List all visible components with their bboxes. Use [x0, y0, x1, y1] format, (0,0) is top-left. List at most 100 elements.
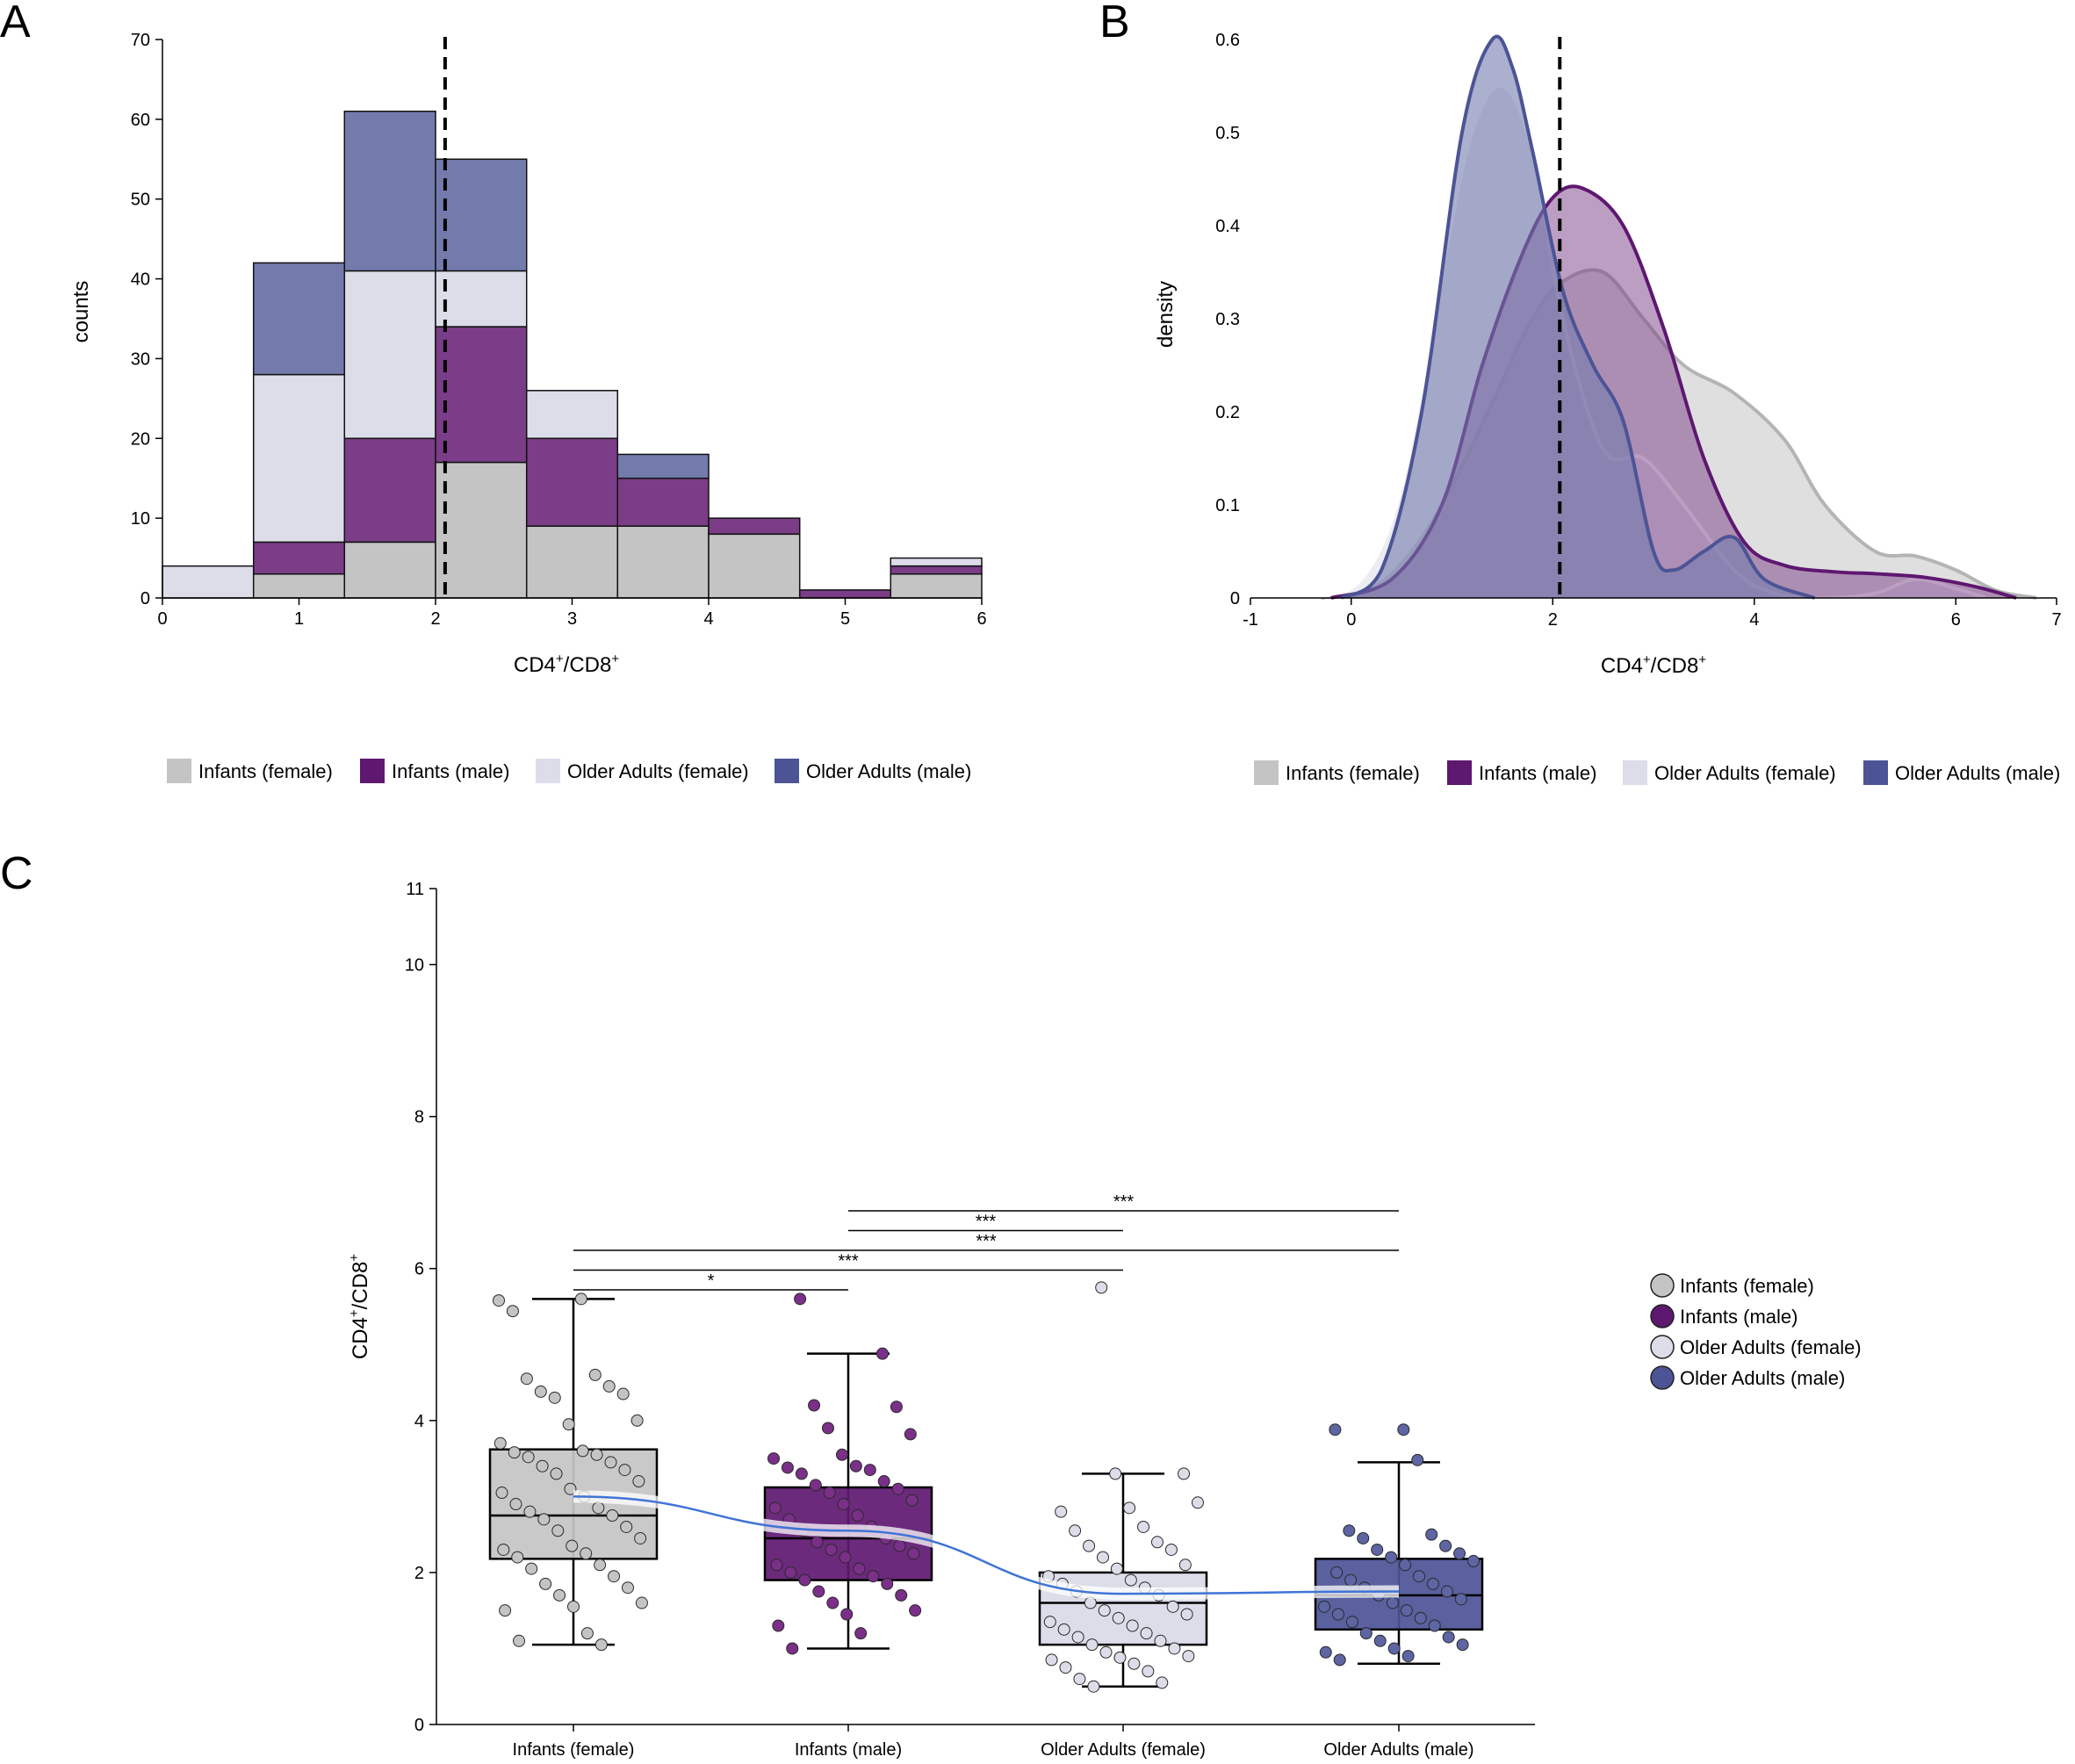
point-infants-male [809, 1479, 822, 1492]
x-tick-label: 4 [703, 609, 713, 629]
point-infants-female [494, 1436, 507, 1450]
point-older-adults-female [1071, 1631, 1084, 1644]
point-older-adults-male [1411, 1453, 1424, 1466]
point-infants-male [867, 1570, 880, 1583]
y-tick-label: 70 [131, 31, 150, 50]
x-tick-label: 3 [567, 609, 577, 629]
point-infants-male [811, 1536, 824, 1549]
bar-infants-female-bin-9 [890, 572, 983, 599]
x-axis-title: CD4+/CD8+ [514, 652, 619, 677]
point-older-adults-male [1345, 1616, 1358, 1629]
point-older-adults-male [1359, 1627, 1373, 1640]
point-infants-female [635, 1596, 648, 1609]
point-infants-female [580, 1627, 594, 1640]
point-older-adults-female [1110, 1562, 1123, 1575]
y-axis-title: counts [69, 281, 93, 343]
point-infants-female [497, 1543, 510, 1556]
point-older-adults-male [1425, 1528, 1438, 1541]
point-infants-male [837, 1498, 850, 1511]
point-older-adults-male [1385, 1551, 1398, 1564]
point-older-adults-female [1096, 1551, 1109, 1564]
point-older-adults-male [1453, 1547, 1466, 1560]
point-infants-male [904, 1428, 917, 1441]
point-older-adults-female [1166, 1600, 1179, 1613]
point-infants-female [548, 1391, 561, 1404]
point-infants-male [823, 1487, 836, 1500]
point-infants-male [786, 1642, 799, 1655]
point-infants-female [608, 1570, 621, 1583]
point-infants-female [588, 1368, 602, 1381]
legend-marker-older-adults-male [1650, 1365, 1675, 1390]
point-infants-female [567, 1600, 580, 1613]
point-older-adults-female [1142, 1665, 1155, 1678]
y-axis-ticks: 0 2 4 6 8 10 11 [405, 880, 436, 1735]
y-tick-label: 0.2 [1215, 403, 1240, 422]
y-tick-label: 0.1 [1215, 496, 1240, 515]
bar-infants-male-bin-5 [525, 437, 619, 527]
legend-label-older-adults-female: Older Adults (female) [567, 760, 749, 782]
histogram-bars [162, 111, 983, 599]
point-older-adults-female [1057, 1623, 1070, 1636]
point-infants-male [877, 1475, 890, 1488]
point-older-adults-male [1329, 1423, 1342, 1436]
point-older-adults-male [1413, 1570, 1426, 1583]
point-older-adults-female [1124, 1573, 1137, 1587]
y-tick-label: 0 [140, 589, 150, 608]
bar-older-adults-female-bin-2 [252, 373, 346, 544]
panel-label-a: A [0, 0, 31, 47]
point-older-adults-female [1178, 1467, 1191, 1480]
point-older-adults-female [1098, 1604, 1111, 1617]
point-older-adults-male [1319, 1645, 1332, 1659]
x-tick-label: Infants (male) [795, 1740, 902, 1760]
point-infants-female [537, 1513, 551, 1526]
bar-older-adults-female-bin-4 [435, 270, 528, 328]
y-tick-label: 50 [131, 191, 150, 210]
point-older-adults-female [1168, 1642, 1181, 1655]
bar-infants-female-bin-6 [616, 525, 710, 599]
legend-swatch-infants-male [1447, 760, 1472, 785]
point-infants-female [553, 1588, 566, 1602]
point-infants-female [522, 1451, 535, 1464]
point-older-adults-female [1140, 1627, 1153, 1640]
point-infants-male [826, 1596, 839, 1609]
point-infants-female [495, 1487, 508, 1500]
point-older-adults-male [1387, 1642, 1401, 1655]
x-tick-label: 4 [1749, 610, 1759, 630]
point-older-adults-male [1330, 1566, 1344, 1579]
legend-label-infants-female: Infants (female) [1680, 1275, 1814, 1297]
point-infants-male [893, 1539, 906, 1552]
legend: Infants (female) Infants (male) Older Adul… [167, 759, 971, 783]
bar-older-adults-male-bin-3 [343, 111, 436, 272]
x-axis-title: CD4+/CD8+ [1601, 652, 1706, 678]
point-infants-female [620, 1520, 633, 1533]
point-infants-female [621, 1581, 634, 1595]
point-older-adults-female [1055, 1505, 1068, 1518]
x-tick-label: 7 [2051, 610, 2061, 630]
point-older-adults-male [1439, 1539, 1452, 1552]
point-older-adults-male [1371, 1543, 1384, 1556]
point-infants-female [590, 1448, 603, 1461]
point-infants-female [566, 1539, 579, 1552]
point-infants-female [499, 1604, 512, 1617]
point-infants-female [574, 1292, 587, 1306]
bar-older-adults-male-bin-2 [252, 262, 346, 376]
point-older-adults-female [1150, 1536, 1164, 1549]
bar-infants-female-bin-3 [343, 541, 436, 599]
y-tick-label: 20 [131, 429, 150, 449]
legend-swatch-infants-female [167, 759, 191, 783]
point-infants-female [564, 1482, 577, 1495]
point-older-adults-male [1442, 1631, 1455, 1644]
bar-infants-female-bin-5 [525, 525, 619, 599]
point-infants-female [493, 1294, 505, 1307]
density-curves [1310, 34, 2037, 601]
point-older-adults-female [1126, 1619, 1139, 1632]
point-infants-male [795, 1467, 808, 1480]
point-older-adults-female [1182, 1650, 1195, 1663]
point-older-adults-female [1085, 1638, 1099, 1652]
legend-label-infants-male: Infants (male) [1479, 762, 1597, 784]
x-tick-label: -1 [1243, 610, 1258, 630]
bar-older-adults-female-bin-3 [343, 270, 436, 440]
point-older-adults-male [1428, 1619, 1441, 1632]
point-infants-male [772, 1619, 785, 1632]
